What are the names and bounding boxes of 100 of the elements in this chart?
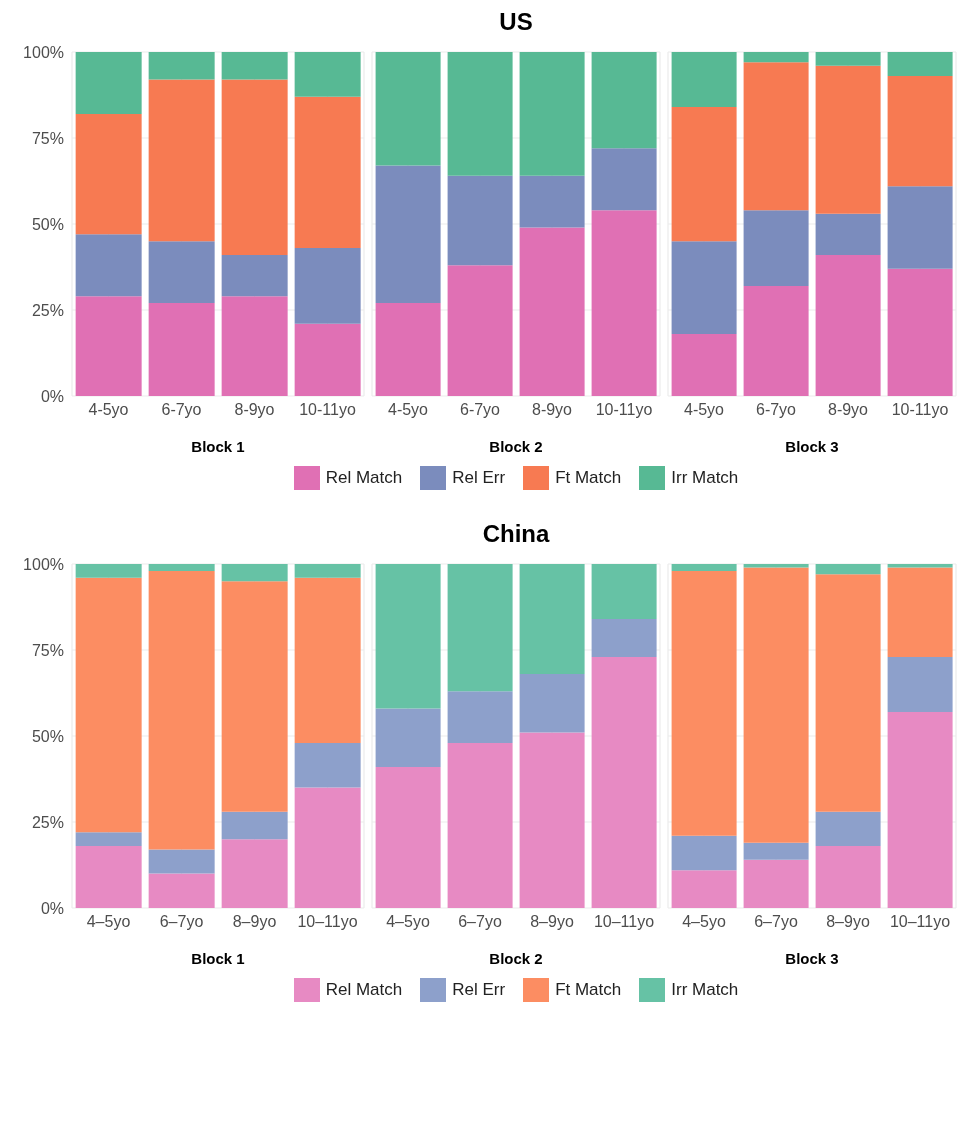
chart-title: US xyxy=(499,8,533,35)
bar xyxy=(221,564,288,582)
x-tick-label: 10‒11yo xyxy=(593,913,655,931)
x-tick-label: 6-7yo xyxy=(755,401,797,419)
x-tick-label: 6-7yo xyxy=(459,401,501,419)
bar xyxy=(447,691,513,743)
x-tick-label: 4-5yo xyxy=(683,401,725,419)
x-tick-label: 4-5yo xyxy=(387,401,429,419)
bar xyxy=(743,859,809,908)
bar xyxy=(887,656,953,712)
bar xyxy=(148,564,215,571)
bar xyxy=(294,96,361,249)
x-tick-label: 8‒9yo xyxy=(232,913,277,931)
bar xyxy=(671,835,737,871)
bar xyxy=(591,656,657,908)
bar xyxy=(591,52,657,149)
y-tick-label: 25% xyxy=(31,301,64,319)
bar xyxy=(815,564,881,575)
bar xyxy=(294,787,361,908)
bar xyxy=(815,846,881,908)
bar xyxy=(591,210,657,396)
x-tick-label: 6-7yo xyxy=(161,401,202,419)
bar xyxy=(221,811,288,840)
x-tick-label: 10‒11yo xyxy=(889,913,951,931)
bar xyxy=(375,564,441,709)
x-tick-label: 8‒9yo xyxy=(530,913,574,931)
bar xyxy=(148,570,215,850)
bar xyxy=(743,62,809,211)
bar xyxy=(591,148,657,211)
bar xyxy=(221,296,288,396)
bar xyxy=(519,227,585,396)
legend-label: Rel Err xyxy=(452,468,506,488)
x-tick-label: 6‒7yo xyxy=(754,913,798,931)
bar xyxy=(591,619,657,657)
bar xyxy=(519,52,585,176)
bar xyxy=(148,849,215,874)
bar xyxy=(375,52,441,166)
x-axis-title: Block 3 xyxy=(785,950,839,967)
x-axis-title: Block 2 xyxy=(489,950,543,967)
x-tick-label: 6‒7yo xyxy=(159,913,204,931)
bar xyxy=(671,564,737,571)
bar xyxy=(743,567,809,843)
bar xyxy=(887,711,953,908)
y-tick-label: 75% xyxy=(31,129,64,147)
bar xyxy=(815,52,881,66)
legend-label: Rel Match xyxy=(325,468,403,488)
bar xyxy=(815,65,881,214)
x-tick-label: 10-11yo xyxy=(891,401,949,419)
x-tick-label: 8-9yo xyxy=(234,401,275,419)
x-tick-label: 10-11yo xyxy=(299,401,356,419)
y-tick-label: 100% xyxy=(23,555,64,573)
legend-label: Ft Match xyxy=(555,980,622,1000)
bar xyxy=(375,766,441,908)
x-tick-label: 8-9yo xyxy=(827,401,869,419)
x-tick-label: 8‒9yo xyxy=(826,913,870,931)
x-tick-label: 10-11yo xyxy=(595,401,653,419)
bar xyxy=(75,846,142,908)
y-tick-label: 100% xyxy=(23,43,64,61)
bar xyxy=(519,175,585,228)
bar xyxy=(671,107,737,242)
bar xyxy=(75,234,142,297)
x-tick-label: 4‒5yo xyxy=(682,913,726,931)
y-tick-label: 50% xyxy=(31,215,64,233)
bar xyxy=(75,832,142,847)
bar xyxy=(294,577,361,743)
x-axis-title: Block 2 xyxy=(489,438,543,455)
legend-label: Irr Match xyxy=(671,468,739,488)
bar xyxy=(887,186,953,269)
y-tick-label: 25% xyxy=(31,813,64,831)
legend-label: Rel Err xyxy=(452,980,506,1000)
bar xyxy=(671,870,737,908)
bar xyxy=(671,570,737,836)
bar xyxy=(148,873,215,908)
bar xyxy=(743,210,809,286)
bar xyxy=(221,79,288,255)
bar xyxy=(671,334,737,396)
chart-title: China xyxy=(482,520,550,547)
bar xyxy=(294,742,361,788)
y-tick-label: 50% xyxy=(31,727,64,745)
bar xyxy=(519,674,585,733)
bar xyxy=(221,254,288,297)
bar xyxy=(887,567,953,657)
x-tick-label: 8-9yo xyxy=(531,401,573,419)
bar xyxy=(887,52,953,77)
bar xyxy=(743,52,809,63)
bar xyxy=(148,241,215,304)
x-tick-label: 4‒5yo xyxy=(86,913,131,931)
bar xyxy=(815,574,881,812)
bar xyxy=(375,165,441,304)
bar xyxy=(148,79,215,242)
bar xyxy=(447,265,513,396)
x-axis-title: Block 1 xyxy=(191,438,245,455)
y-tick-label: 0% xyxy=(40,899,64,917)
bar xyxy=(75,296,142,396)
bar xyxy=(375,708,441,767)
bar xyxy=(221,839,288,908)
bar xyxy=(294,52,361,97)
bar xyxy=(815,811,881,847)
bar xyxy=(815,254,881,396)
legend-label: Ft Match xyxy=(555,468,622,488)
